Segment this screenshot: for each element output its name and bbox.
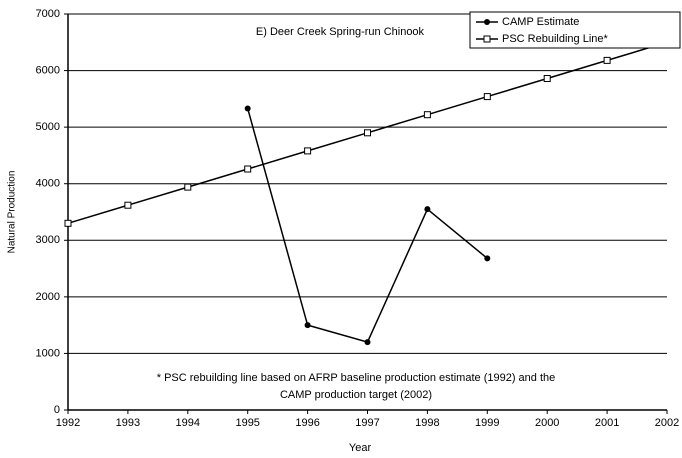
y-tick-label: 0: [54, 404, 60, 416]
y-tick-label: 5000: [36, 121, 60, 133]
y-tick-label: 1000: [36, 347, 60, 359]
marker: [543, 74, 551, 82]
x-tick-label: 1998: [415, 417, 439, 429]
chart-title: E) Deer Creek Spring-run Chinook: [256, 26, 425, 38]
marker: [364, 129, 371, 137]
x-tick-label: 2000: [535, 417, 559, 429]
x-tick-label: 2001: [595, 417, 619, 429]
x-tick-label: 1992: [56, 417, 80, 429]
y-tick-label: 6000: [36, 64, 60, 76]
footnote: CAMP production target (2002): [280, 389, 432, 401]
legend-box: [469, 11, 681, 49]
footnote: * PSC rebuilding line based on AFRP base…: [157, 372, 556, 384]
marker: [304, 322, 311, 329]
marker: [304, 147, 312, 155]
legend-marker: [484, 19, 490, 25]
x-tick-label: 1997: [355, 417, 379, 429]
y-axis-label: Natural Production: [7, 171, 18, 254]
marker: [603, 56, 611, 64]
marker: [64, 219, 72, 227]
y-tick-label: 4000: [36, 178, 60, 190]
legend-marker: [483, 35, 491, 43]
marker: [124, 201, 132, 209]
x-axis-label: Year: [349, 442, 372, 454]
x-tick-label: 1994: [176, 417, 200, 429]
legend-label: PSC Rebuilding Line*: [502, 33, 609, 45]
x-tick-label: 1995: [235, 417, 259, 429]
marker: [483, 93, 491, 101]
marker: [423, 111, 431, 119]
marker: [484, 255, 491, 262]
x-tick-label: 2002: [655, 417, 679, 429]
marker: [244, 105, 251, 112]
y-tick-label: 7000: [36, 8, 60, 20]
x-tick-label: 1993: [116, 417, 140, 429]
marker: [364, 339, 371, 346]
series-line: [246, 108, 488, 344]
marker: [424, 206, 431, 213]
legend-label: CAMP Estimate: [502, 16, 579, 28]
x-tick-label: 1996: [295, 417, 319, 429]
x-tick-label: 1999: [475, 417, 499, 429]
marker: [184, 183, 192, 191]
y-tick-label: 2000: [36, 291, 60, 303]
y-tick-label: 3000: [36, 234, 60, 246]
marker: [244, 165, 252, 173]
